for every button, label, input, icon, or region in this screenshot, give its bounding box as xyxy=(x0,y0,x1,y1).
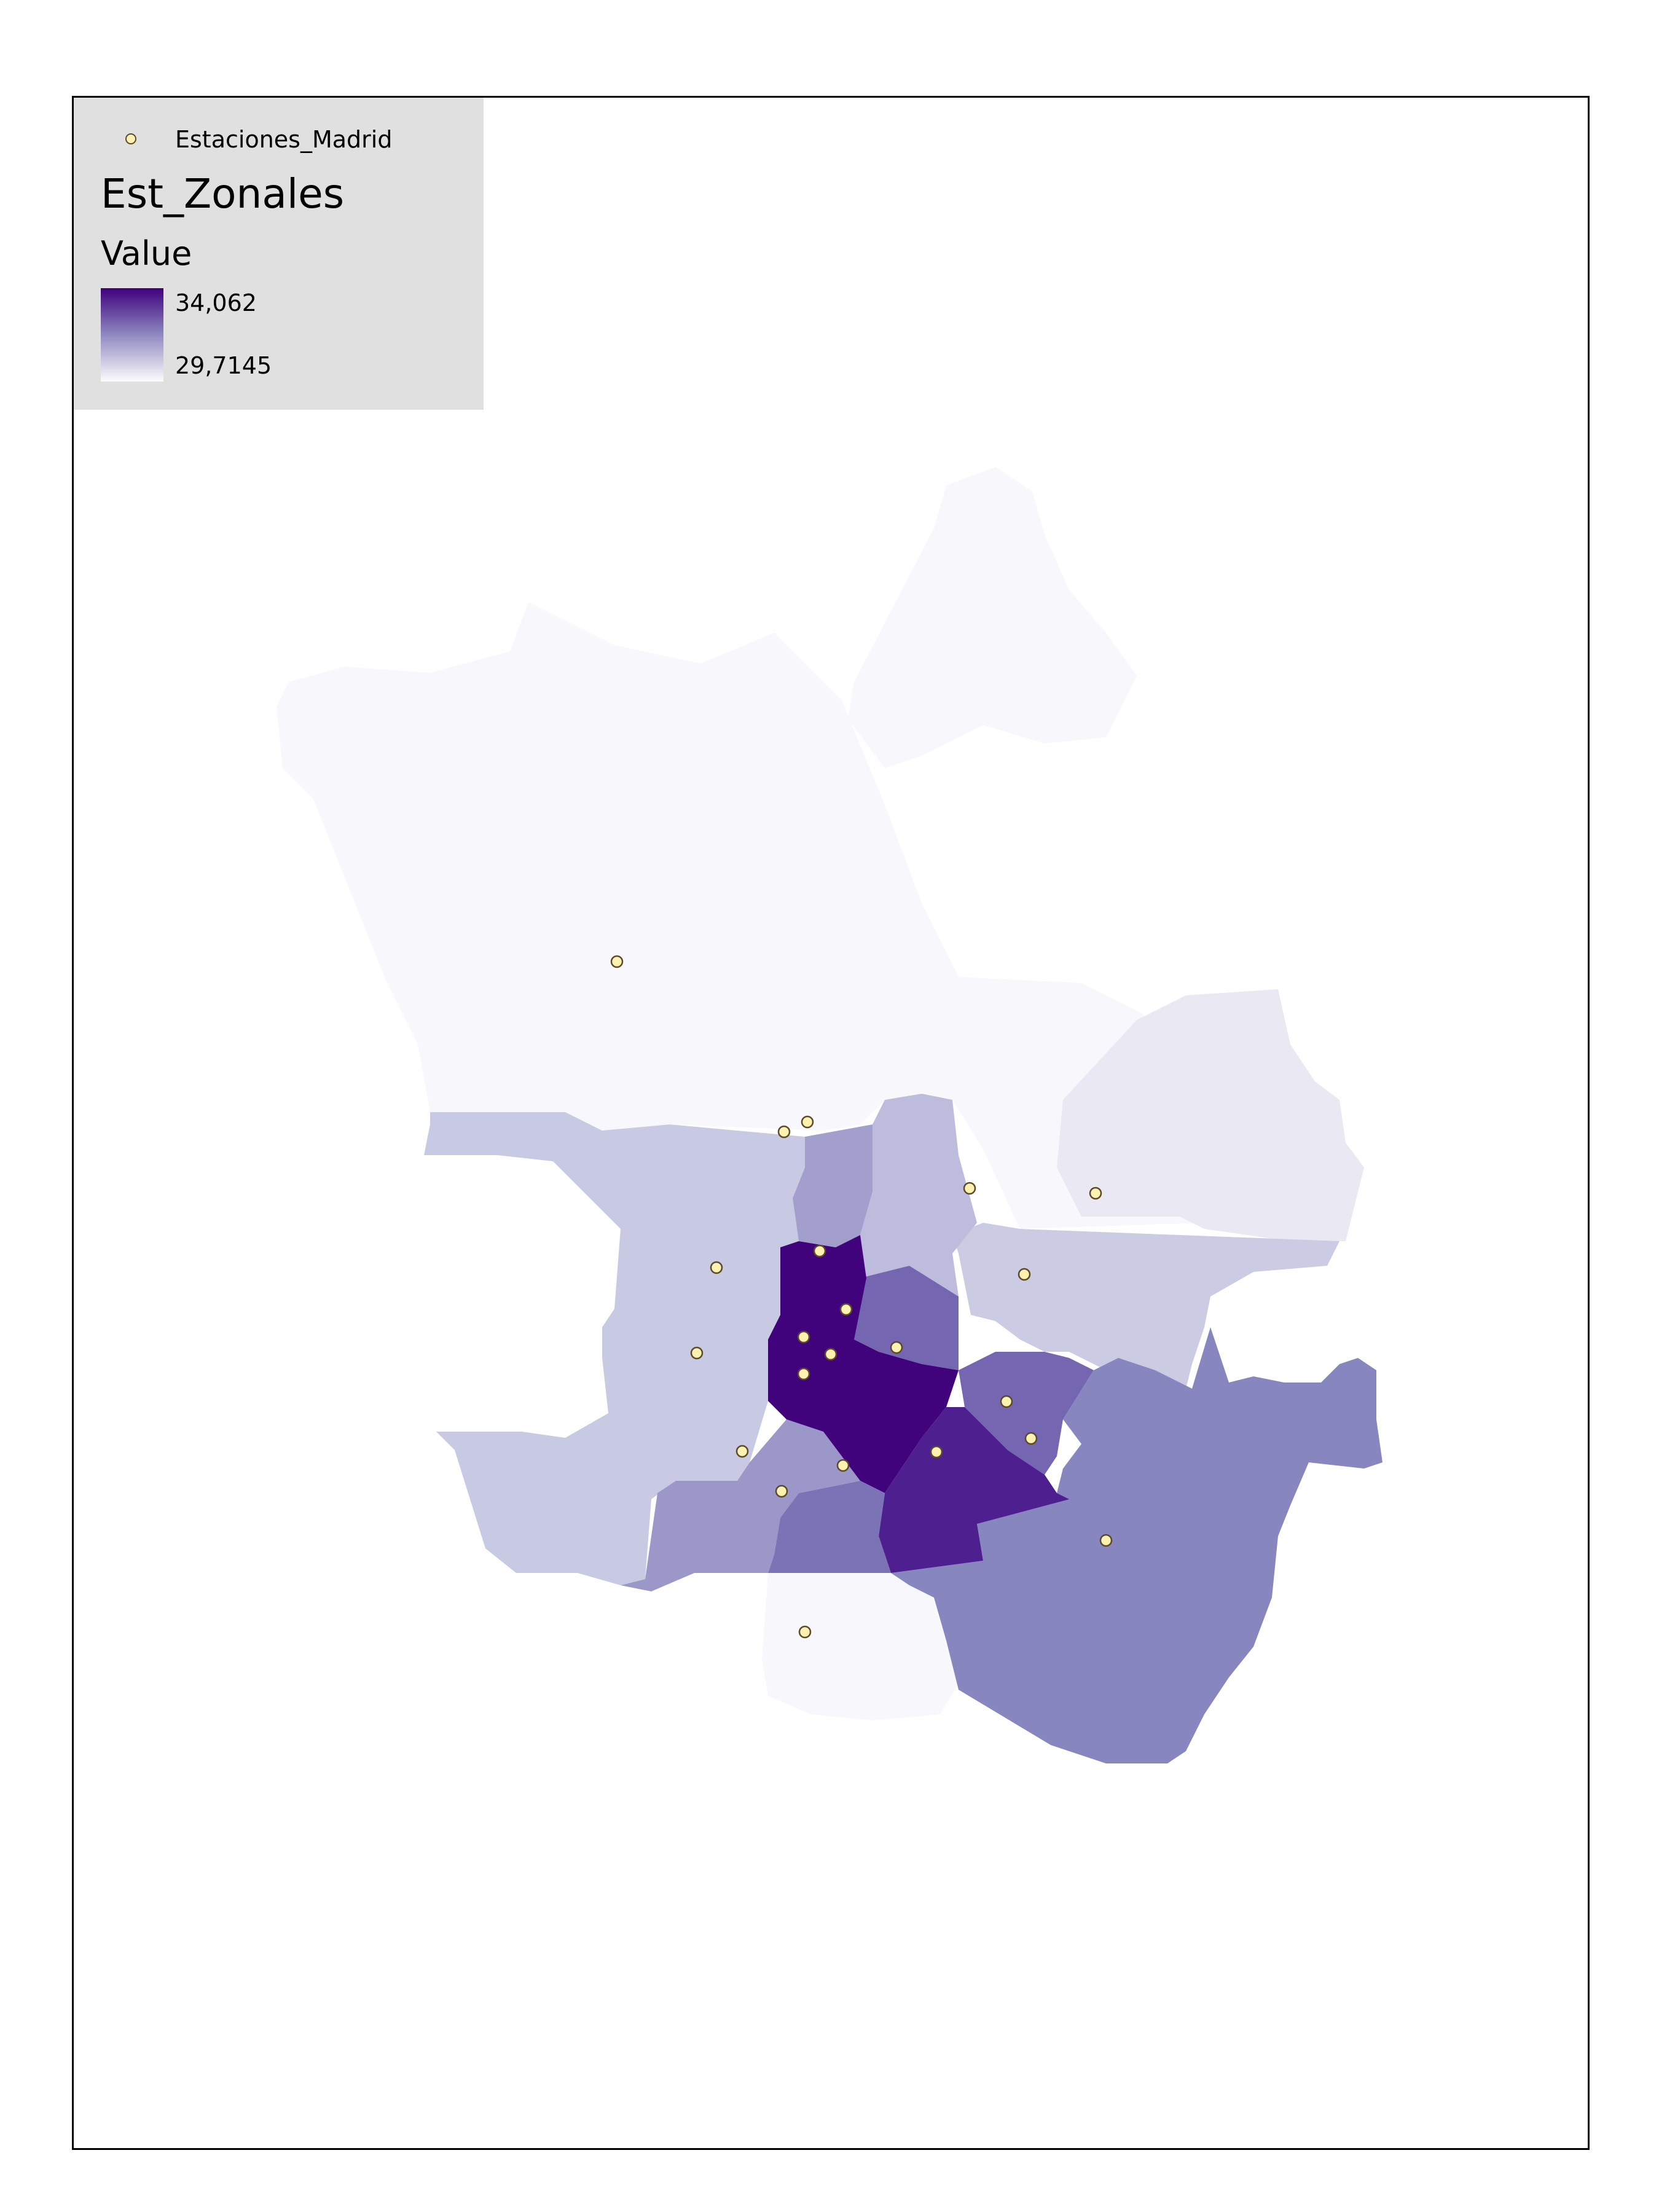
station-marker[interactable] xyxy=(777,1125,791,1139)
legend-max-value: 34,062 xyxy=(175,289,257,316)
station-marker[interactable] xyxy=(1024,1432,1038,1445)
station-marker[interactable] xyxy=(798,1625,812,1639)
zone-north xyxy=(276,602,1204,1229)
zone-center-dark xyxy=(768,1235,959,1493)
stations xyxy=(610,955,1113,1639)
zone-north-tip xyxy=(848,467,1137,768)
zone-southeast xyxy=(891,1327,1382,1763)
zone-center-mid xyxy=(854,1266,959,1370)
legend-point-layer-label: Estaciones_Madrid xyxy=(175,126,393,153)
station-marker[interactable] xyxy=(801,1115,814,1129)
color-ramp xyxy=(101,288,163,382)
station-marker[interactable] xyxy=(1000,1395,1013,1408)
station-marker[interactable] xyxy=(963,1182,976,1195)
station-legend-icon xyxy=(125,133,136,144)
zone-west xyxy=(424,1112,805,1585)
zone-east-mid xyxy=(952,1223,1339,1389)
zones xyxy=(276,467,1382,1763)
station-marker[interactable] xyxy=(735,1445,749,1458)
station-marker[interactable] xyxy=(836,1459,850,1472)
station-marker[interactable] xyxy=(775,1484,788,1498)
station-marker[interactable] xyxy=(690,1346,704,1360)
station-marker[interactable] xyxy=(1089,1186,1102,1200)
station-marker[interactable] xyxy=(839,1303,853,1316)
station-marker[interactable] xyxy=(797,1330,810,1344)
zone-center-northeast xyxy=(860,1094,977,1296)
legend-raster-layer-title: Est_Zonales xyxy=(101,170,345,218)
zone-northeast xyxy=(1057,989,1364,1241)
zone-center-light xyxy=(793,1124,873,1247)
station-marker[interactable] xyxy=(610,955,624,968)
station-marker[interactable] xyxy=(813,1244,826,1258)
zone-south xyxy=(762,1573,959,1720)
station-marker[interactable] xyxy=(797,1367,810,1381)
station-marker[interactable] xyxy=(1018,1268,1031,1281)
legend-band-label: Value xyxy=(101,234,192,273)
station-marker[interactable] xyxy=(890,1341,903,1354)
zone-center-medium-dark xyxy=(879,1407,1069,1573)
station-marker[interactable] xyxy=(1099,1534,1113,1547)
legend-min-value: 29,7145 xyxy=(175,352,272,379)
station-marker[interactable] xyxy=(930,1445,943,1459)
map-legend: Estaciones_Madrid Est_Zonales Value 34,0… xyxy=(74,98,484,410)
zone-south-center xyxy=(768,1481,891,1573)
zone-center-mid-east xyxy=(959,1352,1094,1475)
station-marker[interactable] xyxy=(824,1347,837,1361)
zone-southwest xyxy=(621,1419,860,1591)
station-marker[interactable] xyxy=(710,1261,723,1274)
